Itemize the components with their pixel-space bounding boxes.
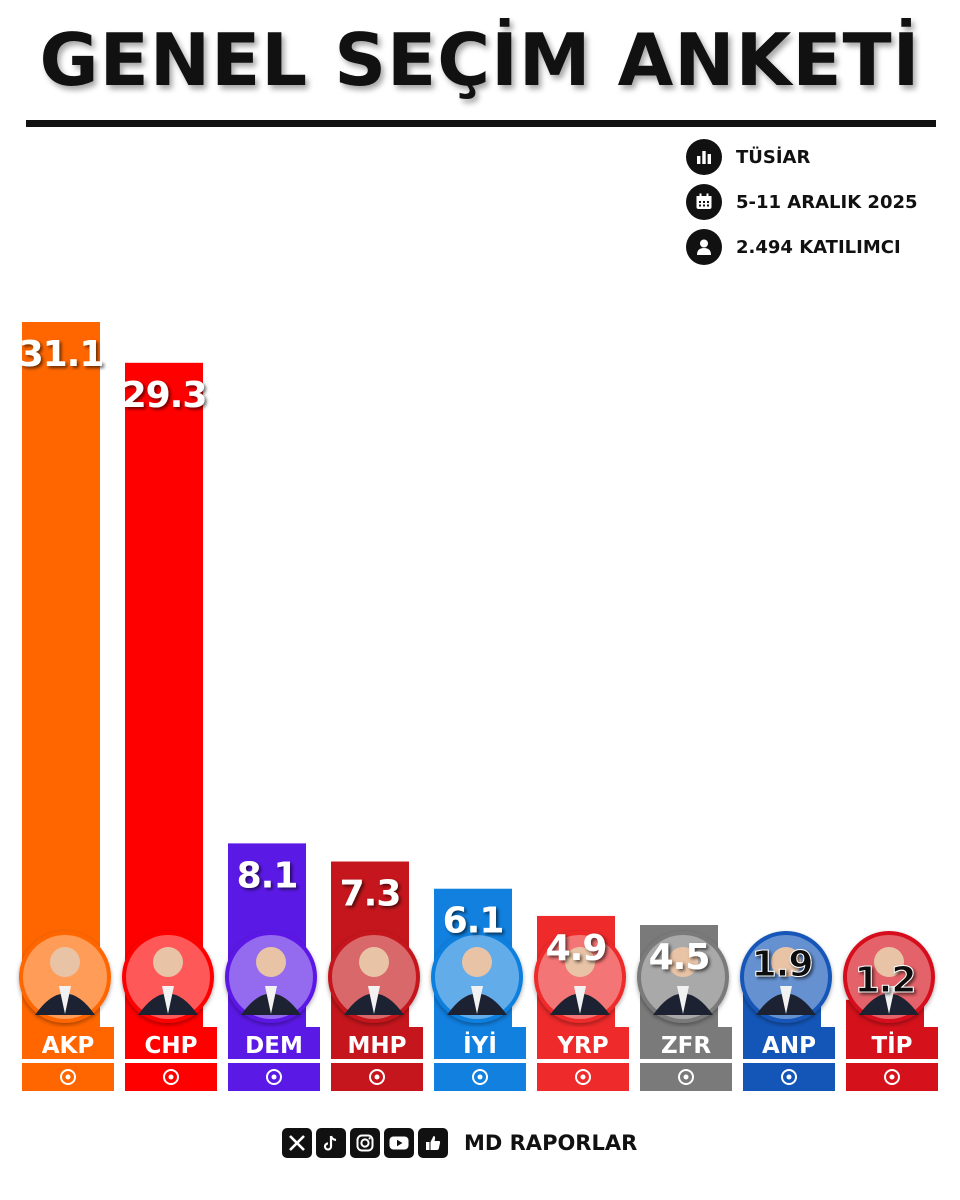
ak-party-light-bulb-icon (60, 1069, 76, 1085)
anahtar-party-key-icon (781, 1069, 797, 1085)
party-label-dem: DEM (245, 1033, 303, 1059)
value-label-tip: 1.2 (855, 960, 916, 1001)
candidate-portrait-tip (843, 931, 935, 1023)
candidate-portrait-mhp (328, 931, 420, 1023)
value-label-anp: 1.9 (752, 944, 813, 985)
facebook-like-icon[interactable] (418, 1128, 448, 1158)
party-label-iyi: İYİ (463, 1031, 497, 1059)
mhp-three-crescents-icon (369, 1069, 385, 1085)
candidate-portrait-anp (740, 931, 832, 1023)
value-label-zfr: 4.5 (649, 937, 710, 978)
party-label-akp: AKP (42, 1033, 94, 1059)
value-label-mhp: 7.3 (340, 874, 401, 915)
youtube-icon[interactable] (384, 1128, 414, 1158)
candidate-portrait-yrp (534, 931, 626, 1023)
party-label-tip: TİP (871, 1031, 912, 1059)
party-label-box-tip (846, 1027, 938, 1059)
x-icon[interactable] (282, 1128, 312, 1158)
candidate-portrait-dem (225, 931, 317, 1023)
party-label-mhp: MHP (348, 1033, 407, 1059)
party-label-anp: ANP (762, 1033, 816, 1059)
iyi-party-sun-icon (472, 1069, 488, 1085)
value-label-yrp: 4.9 (546, 928, 607, 969)
meta-participants: 2.494 KATILIMCI (686, 229, 956, 265)
party-label-yrp: YRP (556, 1033, 608, 1059)
party-label-box-dem (228, 1027, 320, 1059)
party-label-zfr: ZFR (661, 1033, 711, 1059)
dates-label: 5-11 ARALIK 2025 (736, 191, 918, 213)
title-divider (26, 120, 936, 127)
party-label-box-iyi (434, 1027, 526, 1059)
bar-akp (22, 322, 100, 1027)
person-icon (686, 229, 722, 265)
candidate-portrait-zfr (637, 931, 729, 1023)
tip-party-logo-icon (884, 1069, 900, 1085)
party-label-box-anp (743, 1027, 835, 1059)
value-label-dem: 8.1 (237, 855, 298, 896)
candidate-portrait-iyi (431, 931, 523, 1023)
value-label-akp: 31.1 (19, 334, 104, 375)
bar-chp (125, 362, 203, 1028)
chp-six-arrows-icon (163, 1069, 179, 1085)
party-label-box-mhp (331, 1027, 423, 1059)
dem-party-tree-icon (266, 1069, 282, 1085)
social-footer: MD RAPORLAR (282, 1127, 637, 1159)
brand-label: MD RAPORLAR (464, 1131, 638, 1155)
party-label-box-akp (22, 1027, 114, 1059)
page-title: GENEL SEÇİM ANKETİ (39, 18, 921, 102)
bar-chart-icon (686, 139, 722, 175)
party-label-box-chp (125, 1027, 217, 1059)
party-label-chp: CHP (145, 1033, 198, 1059)
participants-label: 2.494 KATILIMCI (736, 236, 901, 258)
value-label-chp: 29.3 (122, 375, 207, 416)
meta-dates: 5-11 ARALIK 2025 (686, 184, 956, 220)
meta-pollster: TÜSİAR (686, 139, 956, 175)
value-label-iyi: 6.1 (443, 901, 504, 942)
candidate-portrait-akp (19, 931, 111, 1023)
calendar-icon (686, 184, 722, 220)
zafer-party-flame-icon (678, 1069, 694, 1085)
yrp-crescent-icon (575, 1069, 591, 1085)
tiktok-icon[interactable] (316, 1128, 346, 1158)
pollster-label: TÜSİAR (736, 146, 811, 168)
party-label-box-yrp (537, 1027, 629, 1059)
party-label-box-zfr (640, 1027, 732, 1059)
instagram-icon[interactable] (350, 1128, 380, 1158)
candidate-portrait-chp (122, 931, 214, 1023)
